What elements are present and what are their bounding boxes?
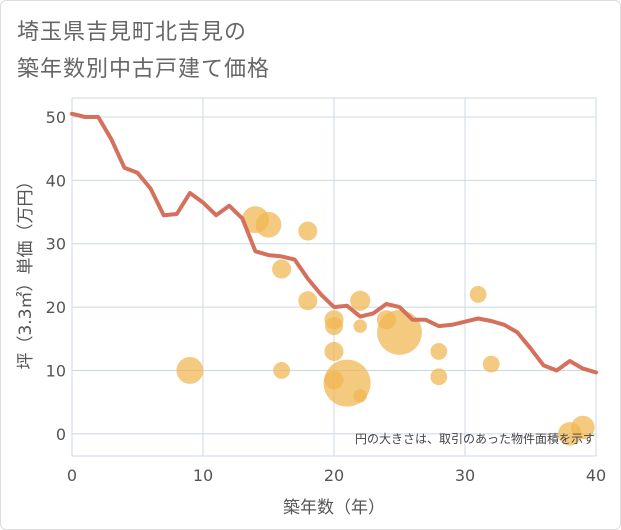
y-tick-label: 30 bbox=[46, 235, 66, 254]
data-bubble bbox=[350, 290, 371, 311]
data-bubble bbox=[482, 355, 500, 373]
x-tick-label: 30 bbox=[455, 466, 475, 485]
x-tick-label: 0 bbox=[67, 466, 77, 485]
line-series bbox=[70, 111, 598, 375]
y-tick-label: 0 bbox=[56, 425, 66, 444]
data-bubble bbox=[272, 259, 292, 279]
x-axis-label: 築年数（年） bbox=[283, 498, 385, 518]
y-tick-label: 10 bbox=[46, 361, 66, 380]
x-tick-label: 20 bbox=[324, 466, 344, 485]
data-bubble bbox=[298, 291, 318, 311]
y-axis-label: 坪（3.3㎡）単価（万円） bbox=[16, 172, 36, 369]
price-trend-line bbox=[70, 111, 598, 375]
data-bubble bbox=[273, 362, 290, 379]
data-bubble bbox=[298, 221, 318, 241]
chart-title: 埼玉県吉見町北吉見の 築年数別中古戸建て価格 bbox=[17, 14, 270, 88]
chart-title-line-1: 埼玉県吉見町北吉見の bbox=[17, 20, 248, 45]
data-bubble bbox=[353, 319, 367, 333]
y-tick-label: 50 bbox=[46, 108, 66, 127]
data-bubble bbox=[324, 341, 344, 361]
y-tick-label: 40 bbox=[46, 171, 66, 190]
plot-area bbox=[71, 97, 597, 457]
axis-ticks: 0 10 20 30 40 0 10 20 30 40 50 bbox=[46, 108, 607, 485]
size-annotation: 円の大きさは、取引のあった物件面積を示す bbox=[355, 431, 595, 446]
bubble-series bbox=[176, 206, 595, 446]
data-bubble bbox=[325, 317, 343, 336]
x-tick-label: 40 bbox=[586, 466, 606, 485]
data-bubble bbox=[469, 286, 487, 303]
data-bubble bbox=[353, 389, 367, 403]
y-tick-label: 20 bbox=[46, 298, 66, 317]
data-bubble bbox=[377, 310, 422, 355]
x-tick-label: 10 bbox=[193, 466, 213, 485]
plot-border bbox=[71, 97, 597, 457]
data-bubble bbox=[255, 211, 282, 238]
data-bubble bbox=[430, 368, 448, 386]
data-bubble bbox=[176, 357, 204, 384]
chart-title-line-2: 築年数別中古戸建て価格 bbox=[17, 57, 271, 82]
data-bubble bbox=[430, 343, 448, 360]
data-bubble bbox=[571, 415, 595, 440]
